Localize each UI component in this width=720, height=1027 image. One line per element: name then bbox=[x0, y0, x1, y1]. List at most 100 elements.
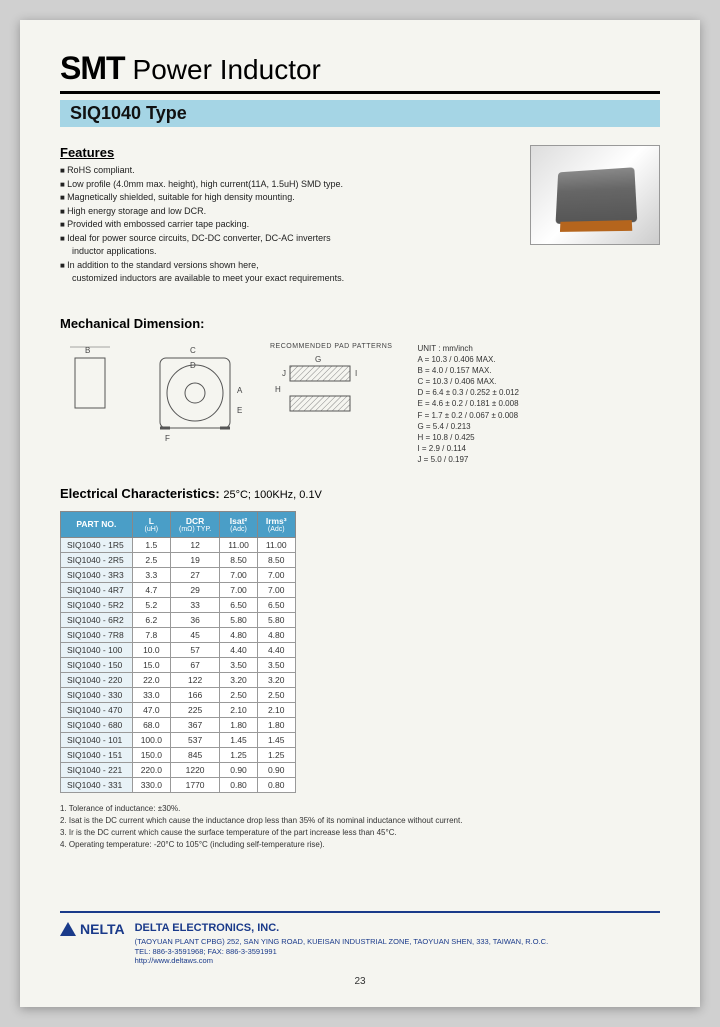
company-contact: TEL: 886-3-3591968; FAX: 886-3-3591991 bbox=[135, 947, 549, 957]
company-address: (TAOYUAN PLANT CPBG) 252, SAN YING ROAD,… bbox=[135, 937, 549, 947]
table-cell: 1.45 bbox=[220, 732, 258, 747]
table-cell: SIQ1040 - 100 bbox=[61, 642, 133, 657]
table-cell: SIQ1040 - 5R2 bbox=[61, 597, 133, 612]
table-cell: 57 bbox=[170, 642, 219, 657]
dimension-value: J = 5.0 / 0.197 bbox=[417, 454, 519, 465]
table-cell: 1.25 bbox=[220, 747, 258, 762]
table-cell: SIQ1040 - 151 bbox=[61, 747, 133, 762]
feature-list: RoHS compliant.Low profile (4.0mm max. h… bbox=[60, 164, 510, 286]
table-row: SIQ1040 - 7R87.8454.804.80 bbox=[61, 627, 296, 642]
table-header-row: PART NO.L(uH)DCR(mΩ) TYP.Isat²(Adc)Irms³… bbox=[61, 511, 296, 537]
delta-triangle-icon bbox=[60, 922, 76, 936]
table-cell: 8.50 bbox=[257, 552, 295, 567]
table-cell: 2.10 bbox=[257, 702, 295, 717]
table-cell: SIQ1040 - 330 bbox=[61, 687, 133, 702]
table-cell: 6.2 bbox=[132, 612, 170, 627]
table-row: SIQ1040 - 33033.01662.502.50 bbox=[61, 687, 296, 702]
electrical-section: Electrical Characteristics: 25°C; 100KHz… bbox=[60, 486, 660, 851]
feature-item: Ideal for power source circuits, DC-DC c… bbox=[60, 232, 510, 246]
table-cell: 150.0 bbox=[132, 747, 170, 762]
table-row: SIQ1040 - 331330.017700.800.80 bbox=[61, 777, 296, 792]
table-header-cell: L(uH) bbox=[132, 511, 170, 537]
table-cell: SIQ1040 - 331 bbox=[61, 777, 133, 792]
table-cell: 1.45 bbox=[257, 732, 295, 747]
table-cell: 3.50 bbox=[257, 657, 295, 672]
table-cell: 8.50 bbox=[220, 552, 258, 567]
table-cell: 5.80 bbox=[257, 612, 295, 627]
side-view-diagram: B bbox=[60, 343, 120, 423]
table-cell: SIQ1040 - 150 bbox=[61, 657, 133, 672]
table-cell: 11.00 bbox=[220, 537, 258, 552]
mechanical-diagrams: B C D A E F RECOMMEND bbox=[60, 343, 660, 466]
table-cell: 3.20 bbox=[257, 672, 295, 687]
table-cell: SIQ1040 - 3R3 bbox=[61, 567, 133, 582]
dimension-value: A = 10.3 / 0.406 MAX. bbox=[417, 354, 519, 365]
svg-text:I: I bbox=[355, 369, 357, 378]
feature-item: inductor applications. bbox=[60, 245, 510, 259]
table-cell: 330.0 bbox=[132, 777, 170, 792]
table-cell: 67 bbox=[170, 657, 219, 672]
company-url: http://www.deltaws.com bbox=[135, 956, 549, 966]
dimension-list: A = 10.3 / 0.406 MAX.B = 4.0 / 0.157 MAX… bbox=[417, 354, 519, 466]
table-cell: 1.5 bbox=[132, 537, 170, 552]
table-cell: 45 bbox=[170, 627, 219, 642]
table-body: SIQ1040 - 1R51.51211.0011.00SIQ1040 - 2R… bbox=[61, 537, 296, 792]
table-cell: 4.7 bbox=[132, 582, 170, 597]
top-view-svg: C D A E F bbox=[145, 343, 245, 443]
table-cell: 100.0 bbox=[132, 732, 170, 747]
table-cell: 3.3 bbox=[132, 567, 170, 582]
feature-item: Provided with embossed carrier tape pack… bbox=[60, 218, 510, 232]
table-cell: 845 bbox=[170, 747, 219, 762]
table-cell: 7.00 bbox=[220, 567, 258, 582]
feature-item: customized inductors are available to me… bbox=[60, 272, 510, 286]
table-cell: 1.80 bbox=[257, 717, 295, 732]
table-cell: SIQ1040 - 7R8 bbox=[61, 627, 133, 642]
note-line: 2. Isat is the DC current which cause th… bbox=[60, 815, 660, 827]
table-cell: 225 bbox=[170, 702, 219, 717]
dimension-value: H = 10.8 / 0.425 bbox=[417, 432, 519, 443]
title-main: SMT bbox=[60, 50, 125, 87]
title-sub: Power Inductor bbox=[133, 54, 321, 86]
table-cell: 6.50 bbox=[257, 597, 295, 612]
top-section: Features RoHS compliant.Low profile (4.0… bbox=[60, 145, 660, 286]
table-cell: 4.80 bbox=[257, 627, 295, 642]
table-cell: 1770 bbox=[170, 777, 219, 792]
electrical-heading: Electrical Characteristics: 25°C; 100KHz… bbox=[60, 486, 660, 501]
table-cell: 2.10 bbox=[220, 702, 258, 717]
title-divider bbox=[60, 91, 660, 94]
table-row: SIQ1040 - 221220.012200.900.90 bbox=[61, 762, 296, 777]
note-line: 4. Operating temperature: -20°C to 105°C… bbox=[60, 839, 660, 851]
table-cell: 1.80 bbox=[220, 717, 258, 732]
table-row: SIQ1040 - 68068.03671.801.80 bbox=[61, 717, 296, 732]
feature-item: Low profile (4.0mm max. height), high cu… bbox=[60, 178, 510, 192]
table-cell: 367 bbox=[170, 717, 219, 732]
dimension-value: E = 4.6 ± 0.2 / 0.181 ± 0.008 bbox=[417, 398, 519, 409]
logo-text: NELTA bbox=[80, 921, 125, 937]
table-cell: 537 bbox=[170, 732, 219, 747]
table-cell: 36 bbox=[170, 612, 219, 627]
table-cell: 0.90 bbox=[257, 762, 295, 777]
svg-text:B: B bbox=[85, 346, 90, 355]
product-photo bbox=[530, 145, 660, 245]
table-cell: 68.0 bbox=[132, 717, 170, 732]
table-header-cell: Irms³(Adc) bbox=[257, 511, 295, 537]
features-heading: Features bbox=[60, 145, 510, 160]
table-cell: 6.50 bbox=[220, 597, 258, 612]
dimension-value: G = 5.4 / 0.213 bbox=[417, 421, 519, 432]
table-cell: 29 bbox=[170, 582, 219, 597]
feature-item: RoHS compliant. bbox=[60, 164, 510, 178]
title-row: SMT Power Inductor bbox=[60, 50, 660, 87]
table-header-cell: DCR(mΩ) TYP. bbox=[170, 511, 219, 537]
svg-text:F: F bbox=[165, 434, 170, 443]
table-row: SIQ1040 - 151150.08451.251.25 bbox=[61, 747, 296, 762]
svg-text:A: A bbox=[237, 386, 243, 395]
table-cell: 15.0 bbox=[132, 657, 170, 672]
table-row: SIQ1040 - 6R26.2365.805.80 bbox=[61, 612, 296, 627]
elec-conditions: 25°C; 100KHz, 0.1V bbox=[223, 489, 322, 501]
svg-text:G: G bbox=[315, 355, 321, 364]
footer-logo: NELTA bbox=[60, 921, 125, 937]
table-cell: 5.2 bbox=[132, 597, 170, 612]
table-cell: 12 bbox=[170, 537, 219, 552]
table-cell: 0.80 bbox=[257, 777, 295, 792]
table-row: SIQ1040 - 5R25.2336.506.50 bbox=[61, 597, 296, 612]
